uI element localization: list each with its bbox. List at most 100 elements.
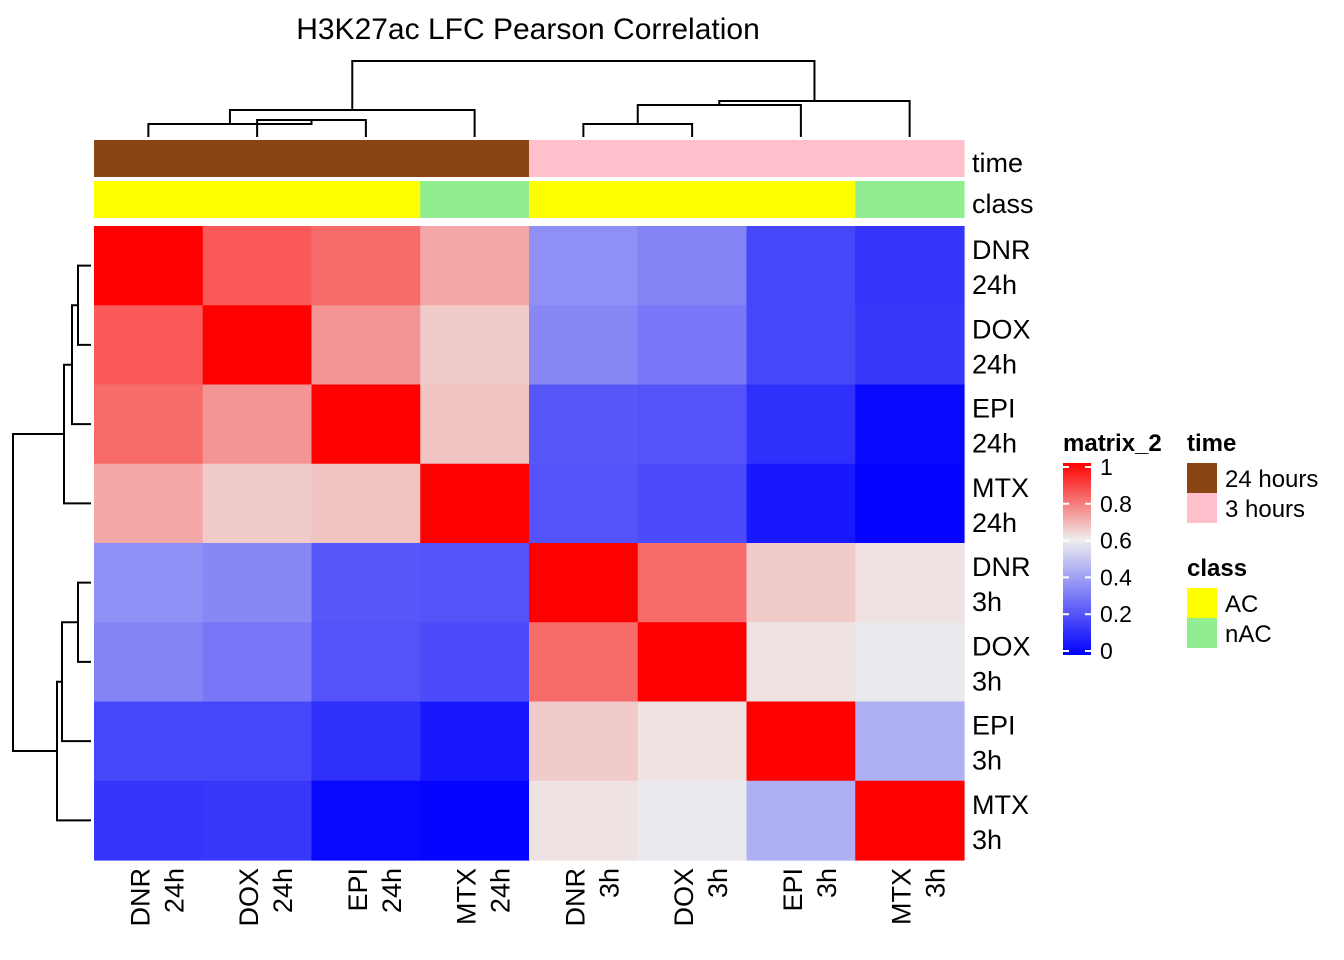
heatmap-cell [202, 226, 313, 306]
class-annotation-label: class [972, 189, 1034, 219]
column-label: MTX [887, 868, 917, 925]
heatmap-cell [94, 305, 204, 386]
heatmap-cell [529, 543, 639, 623]
row-label: EPI [972, 394, 1016, 424]
dendrogram-branch [12, 433, 64, 753]
time-annotation-cell [746, 140, 856, 177]
heatmap-cell [637, 463, 748, 544]
heatmap-cell [311, 463, 421, 544]
heatmap-cell [94, 463, 204, 544]
column-label: 24h [377, 868, 407, 913]
heatmap-cell [855, 622, 965, 703]
row-dendrogram [12, 264, 91, 822]
row-labels: DNR 24h DOX 24h EPI 24h MTX 24h DNR 3h DOX 3h EPI 3h M… [972, 235, 1031, 855]
column-label: DOX [669, 868, 699, 927]
row-label: DOX [972, 631, 1031, 661]
heatmap-cell [637, 384, 748, 465]
heatmap-cell [855, 463, 965, 544]
color-scale-tick-label: 0.6 [1100, 528, 1132, 554]
heatmap-cell [855, 543, 965, 623]
heatmap-cell [529, 463, 639, 544]
heatmap-cell [94, 780, 204, 861]
heatmap-cell [637, 543, 748, 623]
heatmap-cell [420, 305, 530, 386]
heatmap-cell [202, 622, 313, 703]
column-label: 24h [159, 868, 189, 913]
color-scale-bar [1063, 463, 1091, 655]
dendrogram-branch [77, 581, 91, 663]
heatmap-cell [311, 305, 421, 386]
time-annotation-cell [637, 140, 748, 177]
class-annotation-cell [94, 181, 204, 218]
heatmap-cell [746, 384, 856, 465]
color-scale-tick-label: 0 [1100, 638, 1113, 664]
class-annotation-cell [202, 181, 313, 218]
column-label: 3h [594, 868, 624, 898]
heatmap-cell [529, 780, 639, 861]
heatmap-cell [94, 701, 204, 782]
heatmap-cell [420, 701, 530, 782]
heatmap-cell [202, 780, 313, 861]
color-scale-tick-label: 1 [1100, 454, 1113, 480]
time-annotation-cell [420, 140, 530, 177]
column-label: EPI [778, 868, 808, 912]
heatmap-cell [202, 463, 313, 544]
class-annotation-cell [746, 181, 856, 218]
heatmap-cell [637, 701, 748, 782]
color-scale-tick-label: 0.4 [1100, 564, 1132, 590]
class-annotation-bar [94, 181, 965, 218]
heatmap-cell [420, 384, 530, 465]
time-annotation-cell [529, 140, 639, 177]
column-label: DOX [234, 868, 264, 927]
heatmap-cell [746, 226, 856, 306]
legend-swatch [1187, 588, 1217, 618]
dendrogram-branch [636, 104, 802, 137]
dendrogram-branch [582, 123, 694, 137]
row-label: 3h [972, 746, 1002, 776]
heatmap-cell [637, 780, 748, 861]
legend-swatch [1187, 463, 1217, 493]
column-label: DNR [125, 868, 155, 927]
dendrogram-branch [61, 621, 91, 743]
heatmap-cell [637, 305, 748, 386]
time-annotation-cell [94, 140, 204, 177]
column-label: DNR [560, 868, 590, 927]
column-label: 24h [486, 868, 516, 913]
dendrogram-branch [77, 264, 91, 346]
heatmap-cell [311, 701, 421, 782]
row-label: 24h [972, 508, 1017, 538]
color-scale-tick-label: 0.2 [1100, 601, 1132, 627]
heatmap-cell [855, 226, 965, 306]
dendrogram-branch [63, 363, 91, 505]
chart-title: H3K27ac LFC Pearson Correlation [296, 13, 760, 46]
legend-label: 3 hours [1225, 496, 1305, 523]
legend-swatch [1187, 493, 1217, 523]
color-scale-tick-label: 0.8 [1100, 491, 1132, 517]
row-label: EPI [972, 711, 1016, 741]
column-dendrogram [147, 60, 911, 137]
row-label: MTX [972, 790, 1029, 820]
column-label: 3h [703, 868, 733, 898]
heatmap-cell [529, 305, 639, 386]
class-annotation-cell [311, 181, 421, 218]
heatmap-cell [420, 463, 530, 544]
time-annotation-label: time [972, 148, 1023, 178]
time-annotation-cell [202, 140, 313, 177]
row-label: 24h [972, 349, 1017, 379]
heatmap-cell [855, 701, 965, 782]
heatmap-cell [202, 305, 313, 386]
legend-label: 24 hours [1225, 466, 1318, 493]
heatmap-cell [746, 305, 856, 386]
class-annotation-cell [420, 181, 530, 218]
legend-swatch [1187, 618, 1217, 648]
legend-label: AC [1225, 591, 1258, 618]
heatmap-cell [746, 543, 856, 623]
column-labels: DNR 24h DOX 24h EPI 24h MTX 24h DNR 3h DOX 3h EPI 3h M… [125, 868, 950, 927]
dendrogram-branch [351, 60, 816, 110]
heatmap-cell [746, 622, 856, 703]
row-label: 24h [972, 270, 1017, 300]
row-label: DNR [972, 235, 1031, 265]
color-scale-title: matrix_2 [1063, 430, 1162, 457]
class-annotation-cell [529, 181, 639, 218]
